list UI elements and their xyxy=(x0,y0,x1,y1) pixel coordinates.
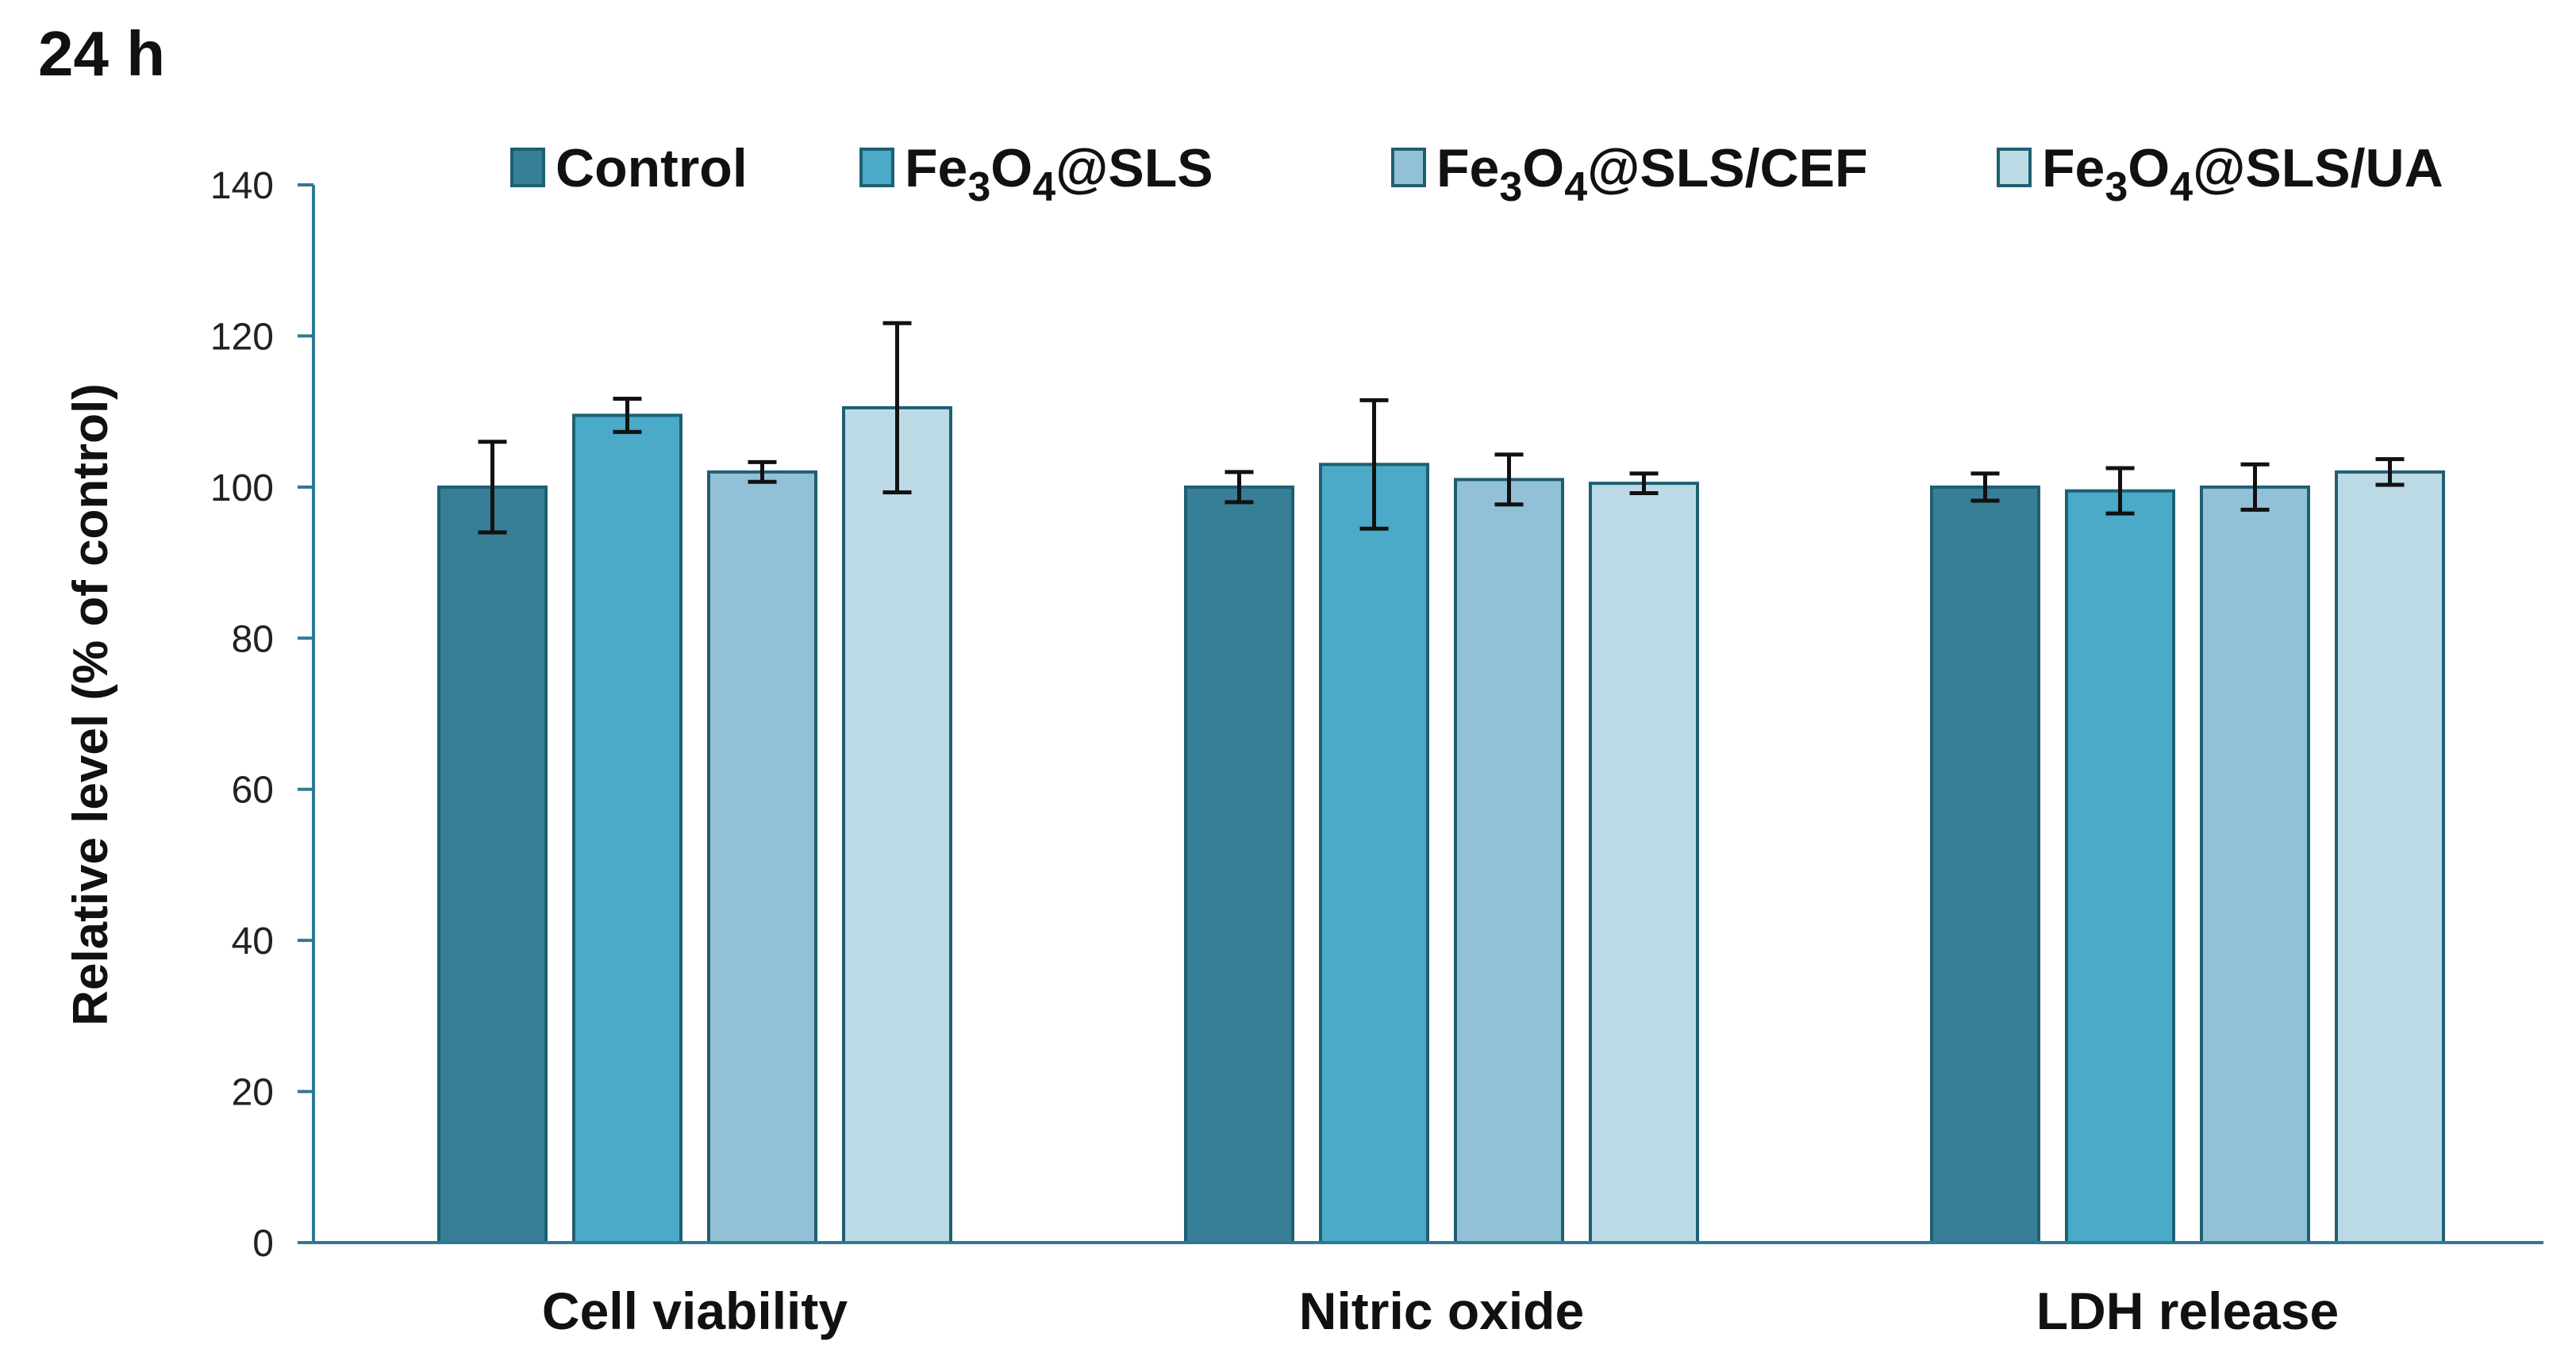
y-tick-label: 20 xyxy=(232,1072,274,1114)
bar-fe3o4-sls-nitric-oxide xyxy=(1319,463,1429,1244)
error-bar xyxy=(1629,471,1659,495)
error-bar xyxy=(748,459,777,484)
bar-control-cell-viability xyxy=(437,485,548,1244)
y-tick-label: 40 xyxy=(232,920,274,962)
legend-label: Control xyxy=(556,138,748,198)
legend-label: Fe3O4@SLS/CEF xyxy=(1436,138,1868,210)
y-tick-label: 140 xyxy=(210,165,274,207)
legend-swatch xyxy=(1391,148,1426,187)
bars xyxy=(437,321,2445,1244)
x-tick-label: Cell viability xyxy=(542,1281,848,1340)
bar-fe3o4-sls-cef-cell-viability xyxy=(707,470,817,1244)
error-bar xyxy=(2375,457,2405,487)
error-bar xyxy=(882,321,912,495)
bar-fe3o4-sls-cef-ldh-release xyxy=(2200,485,2310,1244)
bar-fe3o4-sls-cell-viability xyxy=(572,413,682,1244)
error-bar xyxy=(613,396,642,434)
legend-label: Fe3O4@SLS/UA xyxy=(2042,138,2443,210)
legend-swatch xyxy=(859,148,894,187)
error-bar xyxy=(1225,470,1254,505)
y-tick-label: 0 xyxy=(252,1223,274,1265)
bar-fe3o4-sls-ua-nitric-oxide xyxy=(1589,482,1699,1244)
bar-fe3o4-sls-cef-nitric-oxide xyxy=(1454,478,1564,1244)
y-tick-label: 100 xyxy=(210,467,274,509)
y-axis-label: Relative level (% of control) xyxy=(63,383,118,1026)
y-tick-label: 60 xyxy=(232,770,274,812)
error-bar xyxy=(1494,452,1524,507)
bar-control-nitric-oxide xyxy=(1184,485,1294,1244)
legend-label: Fe3O4@SLS xyxy=(905,138,1213,210)
error-bar xyxy=(478,440,507,535)
legend-swatch xyxy=(1997,148,2032,187)
bar-fe3o4-sls-ua-ldh-release xyxy=(2335,470,2445,1244)
legend-swatch xyxy=(510,148,545,187)
bar-control-ldh-release xyxy=(1930,485,2040,1244)
y-tick-label: 120 xyxy=(210,316,274,358)
y-tick-label: 80 xyxy=(232,618,274,660)
bar-fe3o4-sls-ldh-release xyxy=(2065,489,2175,1244)
x-tick-label: Nitric oxide xyxy=(1299,1281,1584,1340)
panel-title: 24 h xyxy=(38,18,165,89)
error-bar xyxy=(1359,398,1389,531)
x-axis: Cell viability Nitric oxide LDH release xyxy=(313,1241,2543,1340)
x-tick-label: LDH release xyxy=(2036,1281,2340,1340)
error-bar xyxy=(2240,462,2270,512)
legend: Control Fe3O4@SLS Fe3O4@SLS/CEF Fe3O4@SLS/U… xyxy=(510,138,2443,210)
error-bar xyxy=(2105,466,2135,516)
bar-fe3o4-sls-ua-cell-viability xyxy=(842,405,952,1244)
error-bar xyxy=(1970,471,2000,503)
y-axis: 0 20 40 60 80 100 120 140 xyxy=(210,165,315,1265)
